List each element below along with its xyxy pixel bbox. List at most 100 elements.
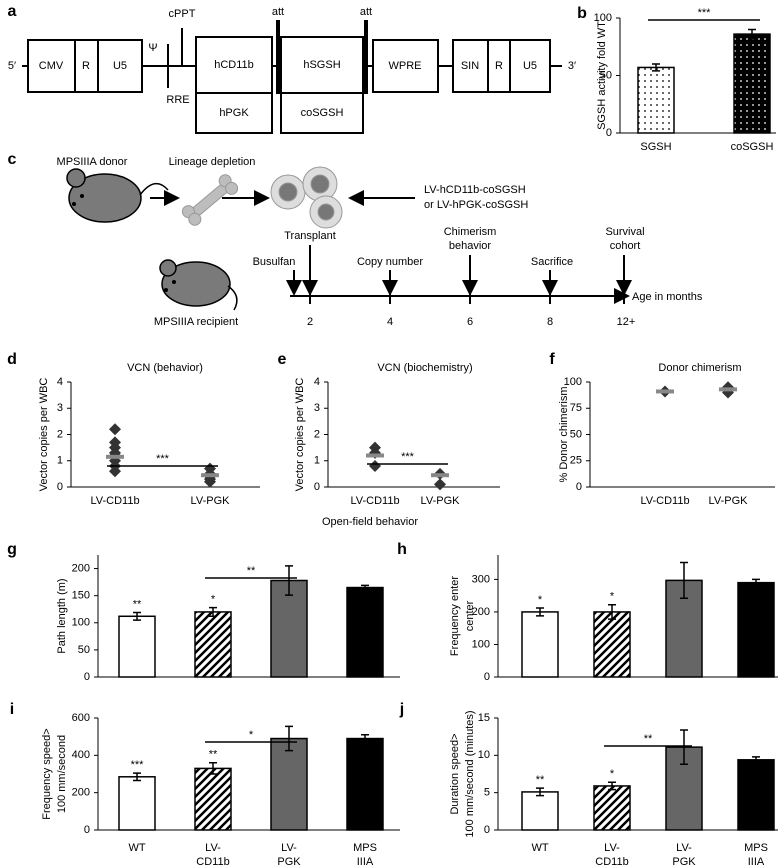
end-label: 3′ — [568, 60, 576, 72]
error-bar — [748, 28, 756, 40]
y-tick-label: 3 — [57, 402, 63, 414]
event-label: cohort — [610, 240, 641, 252]
chart-panel: d VCN (behavior) Vector copies per WBC 0 1 2 3… — [7, 351, 260, 507]
x-tick-label: coSGSH — [731, 141, 774, 153]
bar — [737, 759, 775, 831]
y-tick-label: 0 — [606, 127, 612, 139]
significance-label: ** — [536, 774, 545, 786]
significance-label: *** — [401, 451, 415, 463]
element-label: U5 — [113, 60, 127, 72]
marker-label: RRE — [166, 94, 189, 106]
chart-panel: f Donor chimerism % Donor chimerism 0 25 50 75… — [549, 351, 775, 507]
element-box — [280, 36, 364, 94]
significance-label: *** — [131, 759, 145, 771]
bar — [737, 581, 775, 678]
x-tick-label: LV-PGK — [709, 495, 749, 507]
section-title: Open-field behavior — [322, 516, 418, 528]
significance-label: * — [610, 591, 615, 603]
y-tick-label: 15 — [478, 712, 490, 724]
y-tick-label: 200 — [472, 606, 490, 618]
mouse-icon — [66, 168, 169, 223]
element-box — [195, 36, 273, 94]
panel-label: j — [399, 701, 404, 718]
error-bar — [361, 584, 369, 591]
mean-bar — [431, 473, 449, 478]
element-box — [372, 39, 439, 93]
y-tick-label: 200 — [72, 562, 90, 574]
event-label: Busulfan — [253, 256, 296, 268]
error-bar — [361, 734, 369, 744]
x-tick-label: LV-PGK — [421, 495, 461, 507]
bar — [270, 737, 308, 831]
y-axis-label: Frequency speed> — [41, 728, 53, 819]
error-bar — [752, 756, 760, 764]
element-box — [452, 39, 489, 93]
element-label: R — [82, 60, 90, 72]
chart-title: VCN (behavior) — [127, 362, 203, 374]
mean-bar — [201, 473, 219, 478]
significance-label: *** — [156, 453, 170, 465]
y-axis-label: Path length (m) — [56, 578, 68, 653]
event-label: Sacrifice — [531, 256, 573, 268]
chart-title: Donor chimerism — [658, 362, 741, 374]
marker-label: att — [360, 6, 372, 18]
panel-label: g — [7, 541, 17, 558]
x-tick-label: LV-PGK — [191, 495, 231, 507]
mean-bar — [106, 454, 124, 459]
y-tick-label: 1 — [57, 455, 63, 467]
significance-label: ** — [247, 565, 256, 577]
y-tick-label: 300 — [472, 573, 490, 585]
y-tick-label: 0 — [484, 671, 490, 683]
y-tick-label: 0 — [484, 824, 490, 836]
y-tick-label: 0 — [314, 481, 320, 493]
y-tick-label: 1 — [314, 455, 320, 467]
mean-bar — [656, 389, 674, 394]
x-tick-label: LV-CD11b — [90, 495, 139, 507]
y-tick-label: 100 — [472, 638, 490, 650]
significance-label: ** — [209, 749, 218, 761]
marker-label: att — [272, 6, 284, 18]
x-tick-label: CD11b — [595, 856, 628, 868]
bar — [593, 785, 631, 831]
error-bar — [680, 561, 688, 600]
y-axis-label: Duration speed> — [449, 733, 461, 814]
x-tick-label: LV- — [205, 842, 221, 854]
y-tick-label: 4 — [314, 376, 320, 388]
panel-label: f — [549, 351, 555, 368]
panel-label: a — [8, 3, 17, 20]
data-point — [369, 460, 381, 472]
bone-icon — [181, 174, 239, 226]
error-bar — [536, 607, 544, 617]
step-label: Transplant — [284, 230, 336, 242]
age-label: 4 — [387, 316, 393, 328]
age-label: 2 — [307, 316, 313, 328]
chart-panel: e VCN (biochemistry) Vector copies per WBC… — [278, 351, 500, 507]
y-tick-label: 600 — [72, 712, 90, 724]
significance-label: *** — [698, 7, 712, 19]
element-label: hPGK — [219, 107, 249, 119]
x-tick-label: MPS — [353, 842, 377, 854]
x-tick-label: LV- — [604, 842, 620, 854]
bar — [194, 611, 232, 678]
x-tick-label: SGSH — [640, 141, 671, 153]
bar — [521, 791, 559, 831]
y-axis-label: Frequency enter — [449, 576, 461, 656]
element-label: hCD11b — [214, 59, 254, 71]
x-tick-label: LV-CD11b — [640, 495, 689, 507]
y-tick-label: 50 — [570, 428, 582, 440]
bar — [593, 611, 631, 678]
chart-panel: i Frequency speed> 100 mm/second 0 200 400 600… — [10, 701, 400, 868]
y-tick-label: 10 — [478, 749, 490, 761]
y-tick-label: 2 — [314, 428, 320, 440]
error-bar — [209, 606, 217, 618]
y-axis-label: Vector copies per WBC — [294, 378, 306, 492]
error-bar — [209, 762, 217, 775]
error-bar — [652, 63, 660, 72]
x-tick-label: MPS — [744, 842, 768, 854]
event-label: Survival — [605, 226, 644, 238]
x-tick-label: WT — [531, 842, 548, 854]
element-label: coSGSH — [301, 107, 344, 119]
